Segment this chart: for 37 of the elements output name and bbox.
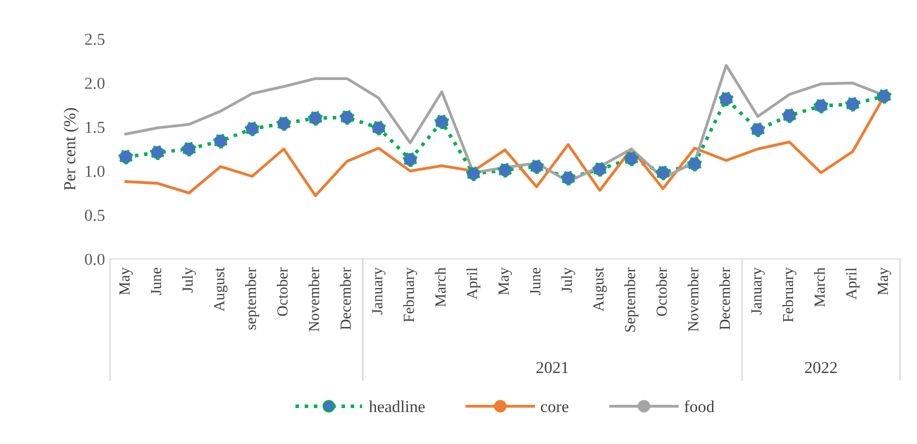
x-tick-label: May: [498, 267, 512, 295]
x-tick-label: January: [372, 267, 386, 315]
x-tick-label: December: [719, 267, 730, 330]
x-tick-label: March: [814, 268, 825, 307]
legend-label: core: [540, 404, 568, 412]
legend-label: headline: [368, 400, 425, 412]
x-tick-label: september: [245, 267, 260, 330]
x-tick-label: May: [119, 267, 133, 295]
legend-label: food: [684, 400, 714, 412]
x-tick-label: April: [846, 268, 860, 300]
x-tick-label: October: [276, 267, 288, 316]
y-tick-label: 1.0: [86, 166, 105, 178]
x-tick-label: December: [340, 267, 351, 330]
x-tick-label: November: [308, 267, 320, 332]
x-tick-label: October: [656, 267, 667, 316]
x-tick-label: February: [782, 267, 796, 322]
x-tick-label: August: [214, 267, 228, 312]
x-tick-label: July: [182, 267, 196, 292]
y-axis-title: Per cent (%): [64, 108, 79, 190]
x-tick-label: July: [561, 267, 576, 292]
x-tick-label: May: [878, 267, 892, 295]
y-tick-label: 2.5: [85, 34, 104, 46]
y-tick-label: 0.0: [84, 254, 105, 266]
y-tick-label: 2.0: [85, 78, 105, 90]
x-tick-label: March: [434, 268, 446, 307]
x-tick-label: September: [624, 267, 638, 332]
x-tick-label: June: [530, 268, 540, 296]
y-tick-label: 1.5: [86, 122, 104, 134]
x-tick-label: August: [593, 267, 607, 312]
x-tick-label: November: [688, 267, 698, 332]
x-tick-label: June: [151, 268, 162, 296]
text: 2021: [536, 362, 568, 374]
y-tick-label: 0.5: [84, 210, 104, 222]
x-tick-label: January: [751, 267, 765, 315]
x-tick-label: April: [466, 268, 480, 300]
x-tick-label: February: [403, 267, 418, 322]
text: 2022: [805, 362, 837, 374]
